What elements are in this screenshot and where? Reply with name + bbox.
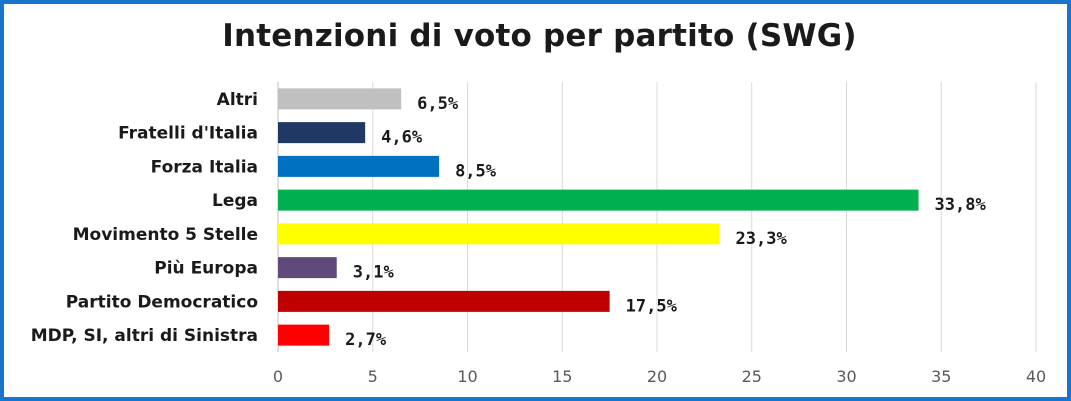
data-label: 3,1% [353,263,395,283]
x-tick-label: 35 [931,367,951,386]
bar [278,88,402,110]
data-label: 2,7% [345,330,387,350]
category-label: Altri [217,90,258,110]
category-label: Partito Democratico [66,292,258,312]
category-label: MDP, SI, altri di Sinistra [31,326,258,346]
category-label: Lega [212,191,258,211]
category-label: Movimento 5 Stelle [73,225,258,245]
data-label: 4,6% [381,128,423,148]
bar [278,257,337,279]
x-tick-label: 25 [742,367,762,386]
data-label: 33,8% [935,195,987,215]
x-tick-label: 20 [647,367,667,386]
x-tick-label: 15 [552,367,572,386]
category-labels: Altri Fratelli d'Italia Forza Italia Lega Mo… [31,90,258,346]
data-label: 6,5% [417,94,459,114]
x-tick-label: 40 [1026,367,1046,386]
bar [278,155,440,177]
category-label: Più Europa [154,259,258,279]
data-label: 23,3% [736,229,788,249]
x-tick-label: 0 [273,367,283,386]
data-label: 8,5% [455,161,497,181]
bar [278,290,610,312]
x-tick-label: 30 [836,367,856,386]
category-label: Fratelli d'Italia [118,124,258,144]
bar-layer [278,88,919,346]
x-axis-tick-labels: 0 5 10 15 20 25 30 35 40 [273,367,1046,386]
x-tick-label: 10 [457,367,477,386]
category-label: Forza Italia [151,157,258,177]
bar [278,223,720,245]
bar [278,189,919,211]
chart-title: Intenzioni di voto per partito (SWG) [222,18,857,54]
data-label: 17,5% [626,296,678,316]
value-labels: 6,5% 4,6% 8,5% 33,8% 23,3% 3,1% 17,5% 2,7% [345,94,986,350]
bar [278,122,366,144]
bar [278,324,330,346]
x-tick-label: 5 [368,367,378,386]
